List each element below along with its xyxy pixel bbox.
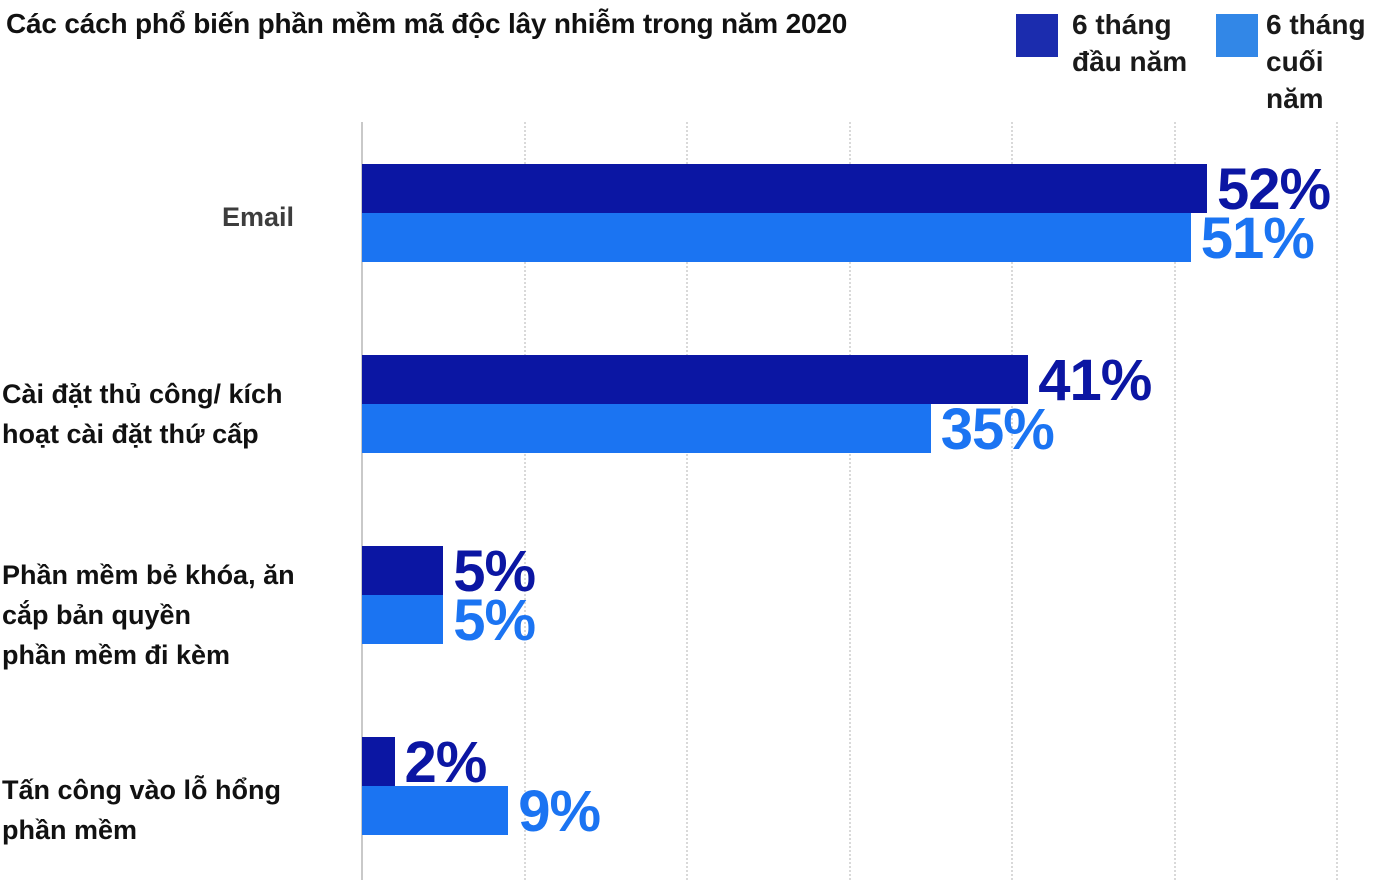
gridline	[1011, 122, 1013, 880]
legend-swatch-second-half-icon	[1216, 14, 1258, 57]
category-label-line: cắp bản quyền	[2, 600, 192, 630]
bar-segment	[362, 786, 509, 835]
category-label-line: Phần mềm bẻ khóa, ăn	[2, 560, 295, 590]
legend-label-line: đầu năm	[1072, 46, 1188, 77]
chart-title: Các cách phổ biến phần mềm mã độc lây nh…	[6, 8, 848, 39]
bar-segment	[362, 164, 1207, 213]
legend-label-line: năm	[1266, 83, 1324, 114]
legend-swatch-first-half-icon	[1016, 14, 1058, 57]
category-label-line: phần mềm	[2, 815, 138, 845]
gridline	[523, 122, 526, 880]
bar-value-label: 5%	[453, 587, 536, 653]
legend-label-line: 6 tháng	[1266, 9, 1366, 40]
category-label-line: phần mềm đi kèm	[2, 640, 231, 670]
stray-period-mark: .	[1356, 8, 1365, 41]
gridline	[1336, 122, 1338, 880]
bar-value-label: 2%	[404, 729, 488, 795]
gridline	[848, 122, 851, 880]
bar-segment	[362, 355, 1029, 404]
bar-value-label: 35%	[940, 396, 1055, 462]
bar-value-label: 41%	[1038, 347, 1152, 413]
legend-label-line: 6 tháng	[1072, 9, 1172, 40]
bar-segment	[362, 404, 931, 453]
category-label: Tấn công vào lỗ hổng phần mềm	[2, 770, 281, 850]
gridline	[686, 122, 688, 880]
category-label-line: Email	[222, 202, 295, 232]
category-label: Cài đặt thủ công/ kích hoạt cài đặt thứ c…	[2, 374, 283, 454]
bar-value-label: 5%	[453, 538, 536, 604]
bar-segment	[362, 595, 444, 644]
legend-label-first-half: 6 tháng đầu năm	[1072, 6, 1187, 80]
category-label: Phần mềm bẻ khóa, ăn cắp bản quyền phần mề…	[2, 555, 295, 675]
legend-label-line: cuối	[1266, 46, 1324, 77]
bar-segment	[362, 546, 444, 595]
bar-value-label: 9%	[518, 778, 601, 844]
gridline	[1173, 122, 1176, 880]
bar-value-label: 52%	[1217, 156, 1331, 222]
bar-segment	[362, 737, 395, 786]
legend-label-second-half: 6 tháng cuối năm	[1266, 6, 1366, 117]
bar-segment	[362, 213, 1191, 262]
category-label: Email	[222, 197, 294, 237]
bar-value-label: 51%	[1200, 205, 1315, 271]
category-label-line: Tấn công vào lỗ hổng	[2, 775, 281, 805]
category-label-line: Cài đặt thủ công/ kích	[2, 379, 283, 409]
y-axis-line	[361, 122, 363, 880]
category-label-line: hoạt cài đặt thứ cấp	[2, 419, 259, 449]
